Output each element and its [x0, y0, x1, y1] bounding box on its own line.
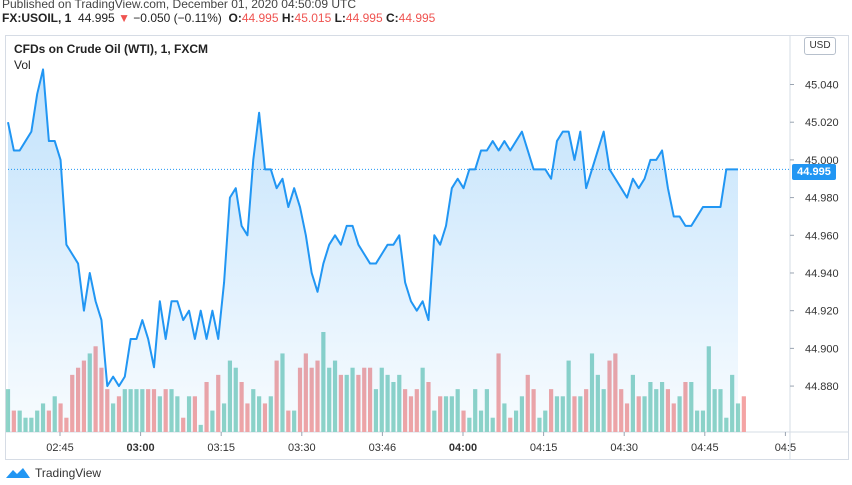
x-tick-label: 04:15	[530, 442, 558, 454]
x-tick-label: 03:30	[288, 442, 316, 454]
y-tick-label: 44.960	[805, 230, 839, 242]
quote-line: FX:USOIL, 1 44.995 ▼ −0.050 (−0.11%) O:4…	[2, 11, 435, 25]
price-area	[8, 69, 738, 433]
y-tick-label: 44.900	[805, 343, 839, 355]
price-axis: 44.880 44.900 44.920 44.940 44.960 44.980 45.0…	[790, 80, 839, 393]
chart-frame	[5, 35, 849, 460]
x-tick-label: 04:5	[775, 442, 796, 454]
high-label: H:	[281, 11, 295, 25]
tradingview-logo-icon	[6, 468, 30, 478]
footer: TradingView	[5, 466, 101, 480]
close-label: C:	[385, 11, 399, 25]
volume-bar	[741, 396, 746, 432]
time-axis: 02:45 03:00 03:15 03:30 03:46 04:00 04:15 04:30…	[46, 432, 796, 454]
x-tick-label: 03:15	[207, 442, 235, 454]
symbol-label: FX:USOIL, 1	[2, 11, 72, 25]
x-tick-label: 04:45	[691, 442, 719, 454]
price-line	[7, 68, 738, 388]
currency-button[interactable]: USD	[804, 37, 836, 55]
low-value: 44.995	[345, 11, 383, 25]
x-tick-label: 03:00	[127, 442, 155, 454]
last-price-tag: 44.995	[792, 164, 836, 180]
down-arrow-icon: ▼	[118, 11, 130, 25]
y-tick-label: 44.940	[805, 268, 839, 280]
price-change: −0.050 (−0.11%)	[133, 11, 222, 25]
x-tick-label: 03:46	[369, 442, 397, 454]
volume-legend: Vol	[14, 58, 31, 72]
y-tick-label: 45.020	[805, 117, 839, 129]
y-tick-label: 44.920	[805, 306, 839, 318]
chart-legend-title: CFDs on Crude Oil (WTI), 1, FXCM	[14, 42, 208, 56]
low-label: L:	[334, 11, 346, 25]
y-tick-label: 45.040	[805, 80, 839, 92]
x-tick-label: 04:00	[449, 442, 477, 454]
close-value: 44.995	[398, 11, 436, 25]
y-tick-label: 44.980	[805, 193, 839, 205]
y-tick-label: 44.880	[805, 381, 839, 393]
open-label: O:	[228, 11, 242, 25]
last-price: 44.995	[78, 11, 115, 25]
open-value: 44.995	[241, 11, 279, 25]
brand-name: TradingView	[35, 466, 102, 480]
published-caption: Published on TradingView.com, December 0…	[2, 0, 356, 11]
x-tick-label: 04:30	[610, 442, 638, 454]
y-tick-label: 45.000	[805, 155, 839, 167]
x-tick-label: 02:45	[46, 442, 74, 454]
high-value: 45.015	[294, 11, 332, 25]
